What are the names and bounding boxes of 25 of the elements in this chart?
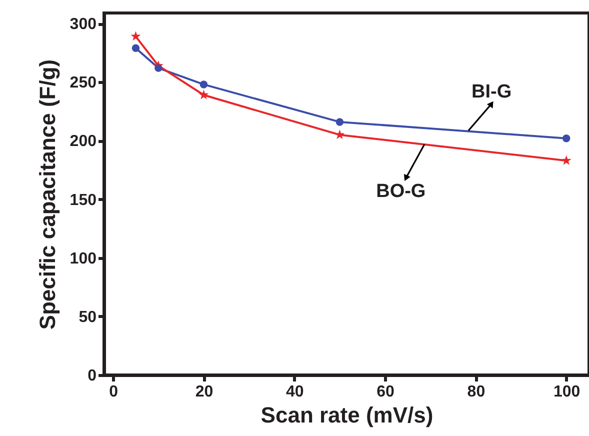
x-tick-label: 40 xyxy=(286,384,304,400)
point xyxy=(154,64,162,72)
x-tick-label: 60 xyxy=(376,384,395,400)
x-axis-title: Scan rate (mV/s) xyxy=(260,402,434,428)
point xyxy=(561,155,572,165)
y-tick-label: 150 xyxy=(70,192,97,209)
series-label: BI-G xyxy=(471,81,512,102)
y-tick-label: 0 xyxy=(88,368,97,384)
point xyxy=(200,80,208,88)
y-axis-title: Specific capacitance (F/g) xyxy=(34,59,60,330)
x-tick-label: 80 xyxy=(467,384,486,400)
point xyxy=(130,31,141,41)
x-tick-label: 20 xyxy=(195,384,214,400)
y-tick-label: 200 xyxy=(70,133,97,150)
x-tick-label: 0 xyxy=(109,384,118,400)
y-tick-label: 300 xyxy=(70,16,97,34)
point xyxy=(562,134,570,142)
x-tick-label: 100 xyxy=(553,384,580,400)
y-tick-label: 50 xyxy=(78,308,97,326)
point xyxy=(132,44,140,52)
point xyxy=(198,90,209,100)
y-tick-label: 100 xyxy=(70,250,97,268)
series-label: BO-G xyxy=(376,181,426,202)
y-tick-label: 250 xyxy=(70,74,97,92)
point xyxy=(336,118,344,126)
